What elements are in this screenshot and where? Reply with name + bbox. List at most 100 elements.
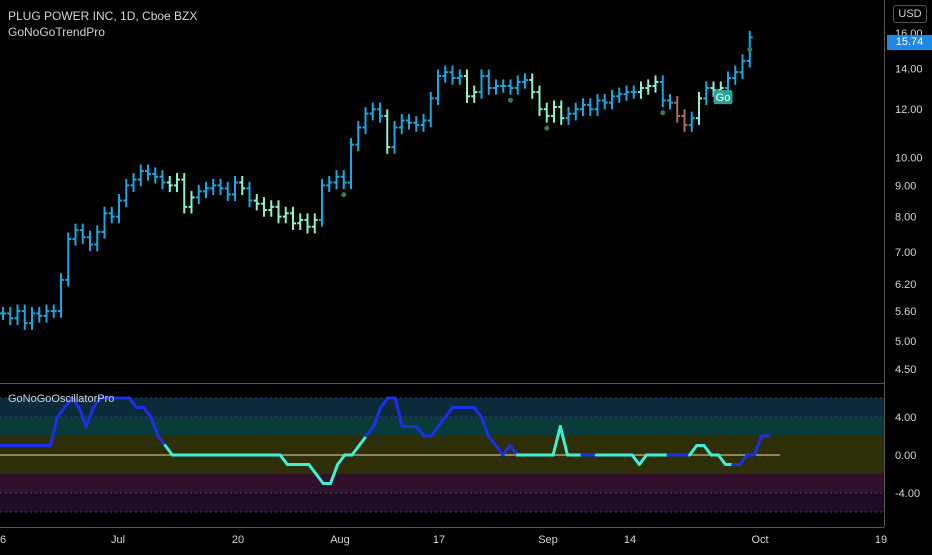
price-bar <box>442 66 448 83</box>
price-bar <box>73 224 79 246</box>
price-bar <box>36 307 42 323</box>
price-bar <box>218 179 224 195</box>
price-bar <box>189 191 195 214</box>
price-bar <box>239 176 245 195</box>
currency-button[interactable]: USD <box>893 5 927 23</box>
price-bar <box>529 73 535 98</box>
price-bar <box>22 305 28 330</box>
price-bar <box>580 98 586 116</box>
time-axis-label: 14 <box>624 534 636 546</box>
price-bar <box>421 114 427 132</box>
price-bar <box>109 207 115 224</box>
price-axis-label: 14.00 <box>895 63 923 75</box>
price-bar <box>160 170 166 189</box>
trend-marker <box>508 98 513 103</box>
price-bar <box>58 273 64 317</box>
price-bar <box>653 75 659 92</box>
price-bar <box>232 176 238 201</box>
trend-marker <box>341 192 346 197</box>
price-axis-label: 7.00 <box>895 247 916 259</box>
osc-axis-label: 0.00 <box>895 450 916 462</box>
price-bar <box>508 79 514 94</box>
price-bar <box>145 165 151 181</box>
go-annotation-label: Go <box>716 92 731 104</box>
osc-zone-strong-nogo <box>0 493 884 512</box>
time-axis-label: Aug <box>330 534 350 546</box>
osc-zone-nogo <box>0 474 884 493</box>
oscillator-title: GoNoGoOscillatorPro <box>8 393 114 405</box>
price-bar <box>609 90 615 110</box>
price-bar <box>167 176 173 192</box>
price-bar <box>363 107 369 134</box>
price-bar <box>703 81 709 105</box>
osc-axis-label: 4.00 <box>895 412 916 424</box>
price-bar <box>435 70 441 106</box>
price-bar <box>696 92 702 125</box>
trend-marker <box>747 47 752 52</box>
price-bar <box>276 200 282 223</box>
price-bar <box>406 114 412 130</box>
price-bar <box>515 75 521 94</box>
price-bar <box>203 182 209 198</box>
price-axis-label: 10.00 <box>895 152 923 164</box>
time-axis-label: 19 <box>875 534 887 546</box>
price-bar <box>87 231 93 252</box>
price-bar <box>732 66 738 85</box>
price-bar <box>471 86 477 103</box>
price-bar <box>428 92 434 127</box>
price-bar <box>631 86 637 99</box>
price-bar <box>334 170 340 189</box>
price-bar <box>152 167 158 183</box>
price-bar <box>261 197 267 217</box>
price-bar <box>573 103 579 121</box>
price-bar <box>312 213 318 233</box>
price-bar <box>384 109 390 153</box>
price-bar <box>638 81 644 98</box>
price-bar <box>537 86 543 116</box>
price-bar <box>682 109 688 131</box>
price-bar <box>348 138 354 189</box>
price-bar <box>181 173 187 214</box>
time-axis-label-partial: 6 <box>0 534 6 546</box>
price-axis-label: 9.00 <box>895 180 916 192</box>
price-bar <box>290 207 296 230</box>
price-axis-label: 5.00 <box>895 336 916 348</box>
price-bar <box>399 114 405 134</box>
price-bar <box>616 88 622 103</box>
price-bar <box>341 170 347 189</box>
price-bar <box>15 305 21 325</box>
go-annotation: Go <box>714 90 733 104</box>
price-bar <box>123 179 129 207</box>
price-bar <box>566 107 572 125</box>
time-axis-label: Oct <box>751 534 768 546</box>
price-bar <box>486 70 492 95</box>
indicator-name: GoNoGoTrendPro <box>8 25 105 39</box>
price-bar <box>51 305 57 318</box>
price-bar <box>479 70 485 99</box>
osc-axis-label: -4.00 <box>895 488 920 500</box>
price-bar <box>94 225 100 251</box>
price-bar <box>645 79 651 94</box>
price-bar <box>500 79 506 92</box>
price-bar <box>44 305 50 323</box>
price-axis-label: 8.00 <box>895 212 916 224</box>
price-bar <box>305 213 311 233</box>
price-bar <box>624 86 630 101</box>
time-axis-label: Jul <box>111 534 125 546</box>
price-bar <box>268 200 274 216</box>
price-bar <box>29 307 35 330</box>
price-bar <box>595 94 601 116</box>
trend-marker <box>544 126 549 131</box>
time-axis-label: 20 <box>232 534 244 546</box>
price-bar <box>558 100 564 124</box>
price-bar <box>740 54 746 79</box>
price-bar <box>413 116 419 132</box>
price-bar <box>131 173 137 192</box>
price-bar <box>102 207 108 239</box>
price-bar <box>319 179 325 227</box>
price-bar <box>283 207 289 224</box>
price-bar <box>522 73 528 88</box>
price-bar <box>65 233 71 287</box>
